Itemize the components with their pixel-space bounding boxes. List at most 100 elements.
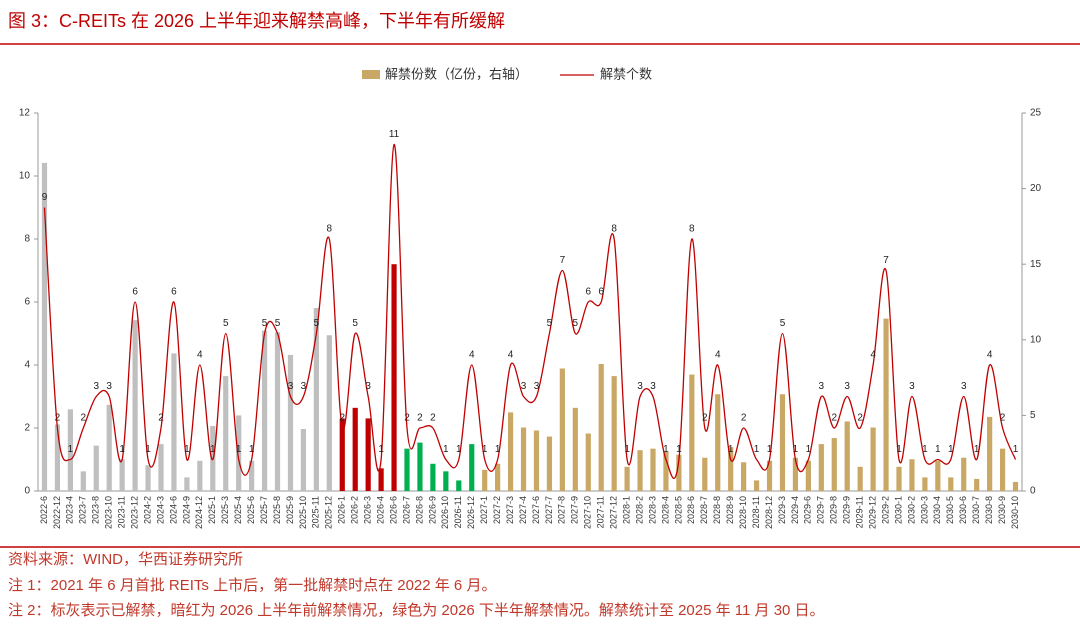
data-label: 1 xyxy=(896,444,902,455)
data-label: 4 xyxy=(508,350,514,361)
bar xyxy=(482,469,488,491)
bar xyxy=(702,457,708,491)
x-tick-label: 2027-8 xyxy=(557,496,567,524)
data-label: 2 xyxy=(857,413,863,424)
bar xyxy=(753,480,760,491)
x-tick-label: 2028-7 xyxy=(699,496,709,524)
bar xyxy=(197,460,203,491)
x-tick-label: 2028-8 xyxy=(712,496,722,524)
x-tick-label: 2026-2 xyxy=(350,496,360,524)
x-tick-label: 2023-4 xyxy=(65,496,75,524)
bar xyxy=(171,353,177,491)
bar xyxy=(559,368,565,491)
bar xyxy=(495,463,501,491)
data-label: 2 xyxy=(55,413,61,424)
x-tick-label: 2026-4 xyxy=(375,496,385,524)
bar xyxy=(184,477,190,491)
data-label: 1 xyxy=(948,444,954,455)
bar xyxy=(935,460,941,491)
x-tick-label: 2029-7 xyxy=(816,496,826,524)
bar xyxy=(352,407,358,491)
data-label: 5 xyxy=(780,318,786,329)
y2-tick-label: 20 xyxy=(1030,183,1042,194)
bar xyxy=(805,460,811,491)
bar xyxy=(857,466,863,491)
x-tick-label: 2030-9 xyxy=(997,496,1007,524)
data-label: 1 xyxy=(210,444,216,455)
legend-swatch xyxy=(362,70,380,79)
x-tick-label: 2028-4 xyxy=(660,496,670,524)
x-tick-label: 2025-6 xyxy=(246,496,256,524)
x-tick-label: 2028-10 xyxy=(738,496,748,529)
data-label: 1 xyxy=(443,444,449,455)
y-tick-label: 4 xyxy=(24,360,30,371)
bar xyxy=(261,330,268,491)
x-tick-label: 2027-7 xyxy=(544,496,554,524)
data-label: 1 xyxy=(378,444,384,455)
bar xyxy=(663,451,669,491)
data-label: 1 xyxy=(922,444,928,455)
x-tick-label: 2030-6 xyxy=(958,496,968,524)
bar xyxy=(909,459,915,491)
y-tick-label: 2 xyxy=(24,423,30,434)
x-tick-label: 2029-8 xyxy=(829,496,839,524)
bar xyxy=(611,376,617,491)
x-tick-label: 2029-6 xyxy=(803,496,813,524)
bar xyxy=(417,442,423,491)
bar xyxy=(585,433,591,491)
y2-tick-label: 15 xyxy=(1030,259,1042,270)
x-tick-label: 2023-7 xyxy=(78,496,88,524)
source: 资料来源：WIND，华西证券研究所 xyxy=(8,551,243,568)
data-label: 3 xyxy=(844,381,850,392)
bar xyxy=(922,477,928,491)
data-label: 3 xyxy=(521,381,527,392)
data-label: 5 xyxy=(573,318,579,329)
x-tick-label: 2030-2 xyxy=(906,496,916,524)
data-label: 6 xyxy=(585,287,591,298)
bar xyxy=(378,468,384,491)
data-label: 2 xyxy=(81,413,87,424)
x-tick-label: 2025-12 xyxy=(324,496,334,529)
data-label: 1 xyxy=(754,444,760,455)
data-label: 3 xyxy=(288,381,294,392)
data-label: 5 xyxy=(352,318,358,329)
x-tick-label: 2029-3 xyxy=(777,496,787,524)
data-label: 2 xyxy=(1000,413,1006,424)
x-tick-label: 2028-2 xyxy=(634,496,644,524)
x-tick-label: 2027-6 xyxy=(531,496,541,524)
data-label: 6 xyxy=(132,287,138,298)
x-tick-label: 2023-8 xyxy=(91,496,101,524)
x-tick-label: 2026-11 xyxy=(453,496,463,528)
data-label: 3 xyxy=(93,381,99,392)
bar xyxy=(987,416,993,491)
data-label: 3 xyxy=(909,381,915,392)
x-tick-label: 2027-9 xyxy=(570,496,580,524)
data-label: 4 xyxy=(469,350,475,361)
bar xyxy=(766,460,773,491)
bar xyxy=(469,444,475,491)
y2-tick-label: 0 xyxy=(1030,486,1036,497)
x-tick-label: 2026-9 xyxy=(427,496,437,524)
x-tick-label: 2030-3 xyxy=(919,496,929,524)
x-tick-label: 2023-10 xyxy=(104,496,114,529)
data-label: 2 xyxy=(741,413,747,424)
bar xyxy=(870,427,876,491)
x-tick-label: 2029-11 xyxy=(855,496,865,528)
bar xyxy=(883,318,889,491)
data-label: 1 xyxy=(145,444,151,455)
y-tick-label: 12 xyxy=(19,108,31,119)
x-tick-label: 2024-12 xyxy=(194,496,204,529)
legend-label: 解禁个数 xyxy=(600,66,652,81)
x-tick-label: 2025-1 xyxy=(207,496,217,524)
bar xyxy=(132,320,138,491)
x-tick-label: 2028-9 xyxy=(725,496,735,524)
data-label: 1 xyxy=(663,444,669,455)
line xyxy=(43,143,1017,479)
bar xyxy=(93,445,99,491)
x-tick-label: 2025-4 xyxy=(233,496,243,524)
data-label: 6 xyxy=(598,287,604,298)
data-label: 8 xyxy=(611,224,617,235)
bar xyxy=(430,463,436,491)
data-label: 5 xyxy=(314,318,320,329)
x-tick-label: 2027-3 xyxy=(505,496,515,524)
